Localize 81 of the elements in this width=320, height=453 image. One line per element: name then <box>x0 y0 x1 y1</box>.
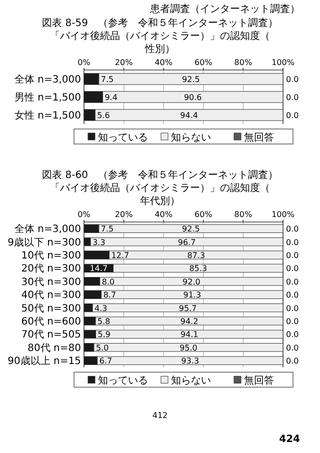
y-tick-label: 男性 n=1,500 <box>14 92 81 104</box>
y-tick-label: 9歳以下 n=300 <box>8 236 81 248</box>
data-label: 95.7 <box>178 304 197 313</box>
y-tick-label: 40代 n=300 <box>21 290 81 302</box>
x-tick-label: 80% <box>234 58 252 67</box>
legend-label: 知らない <box>171 132 211 144</box>
y-tick-label: 全体 n=3,000 <box>14 223 81 236</box>
data-label: 3.3 <box>92 238 106 247</box>
data-label: 0.0 <box>286 277 299 286</box>
y-tick-label: 10代 n=300 <box>21 250 81 262</box>
data-label: 5.6 <box>97 111 110 120</box>
y-tick-label: 50代 n=300 <box>21 303 81 314</box>
data-label: 9.4 <box>104 93 118 102</box>
legend-label: 知らない <box>171 374 211 387</box>
x-tick-label: 80% <box>234 210 252 219</box>
y-tick-label: 90歳以上 n=15 <box>8 355 81 368</box>
data-label: 7.5 <box>100 75 114 84</box>
x-tick-label: 60% <box>194 210 213 219</box>
data-label: 0.0 <box>286 75 299 84</box>
x-tick-label: 40% <box>154 210 173 219</box>
legend-label: 無回答 <box>244 374 274 387</box>
x-tick-label: 100% <box>272 58 295 67</box>
data-label: 87.3 <box>187 251 206 260</box>
data-label: 0.0 <box>286 330 299 340</box>
x-tick-label: 60% <box>194 58 213 67</box>
y-tick-label: 70代 n=505 <box>21 330 81 341</box>
legend-label: 知っている <box>98 132 148 144</box>
data-label: 95.0 <box>180 343 198 352</box>
data-label: 0.0 <box>286 238 299 247</box>
chart-title: 図表 8-59 （参考 令和５年インターネット調査） <box>42 17 278 29</box>
text: 424 <box>279 434 300 445</box>
x-tick-label: 100% <box>272 210 295 219</box>
data-label: 0.0 <box>286 356 299 366</box>
data-label: 6.7 <box>99 356 112 366</box>
legend-label: 無回答 <box>244 132 274 144</box>
y-tick-label: 60代 n=600 <box>21 316 81 328</box>
x-tick-label: 20% <box>114 210 134 219</box>
chart-subtitle: 「バイオ後続品（バイオシミラー）」の認知度（年代別） <box>50 182 270 207</box>
data-label: 0.0 <box>286 224 299 234</box>
data-label: 7.5 <box>100 224 114 234</box>
data-label: 0.0 <box>286 304 299 313</box>
x-tick-label: 40% <box>154 58 173 67</box>
data-label: 92.5 <box>182 75 200 84</box>
data-label: 8.7 <box>103 290 116 300</box>
data-label: 0.0 <box>286 317 299 326</box>
data-label: 92.5 <box>182 224 200 234</box>
y-tick-label: 80代 n=80 <box>28 342 81 354</box>
data-label: 14.7 <box>90 264 108 274</box>
legend-label: 知っている <box>98 374 148 387</box>
data-label: 0.0 <box>286 264 299 274</box>
y-tick-label: 30代 n=300 <box>21 276 81 288</box>
data-label: 0.0 <box>286 93 299 102</box>
data-label: 94.4 <box>180 111 198 120</box>
data-label: 91.3 <box>183 290 202 300</box>
text: 412 <box>152 411 168 420</box>
data-label: 5.8 <box>98 317 110 326</box>
y-tick-label: 全体 n=3,000 <box>14 74 81 86</box>
x-tick-label: 20% <box>114 58 134 67</box>
data-label: 0.0 <box>286 111 299 120</box>
data-label: 0.0 <box>286 290 299 300</box>
data-label: 5.0 <box>96 343 109 352</box>
data-label: 92.0 <box>182 277 200 286</box>
y-tick-label: 女性 n=1,500 <box>14 110 81 122</box>
data-label: 0.0 <box>286 343 299 352</box>
data-label: 5.9 <box>98 330 110 340</box>
x-tick-label: 0% <box>78 210 91 219</box>
x-tick-label: 0% <box>78 58 91 67</box>
data-label: 8.0 <box>102 277 115 286</box>
text: 患者調査（インターネット調査） <box>149 3 300 15</box>
chart-title: 図表 8-60 （参考 令和５年インターネット調査） <box>42 169 278 181</box>
data-label: 93.3 <box>181 356 200 366</box>
data-label: 94.1 <box>180 330 198 340</box>
data-label: 90.6 <box>184 93 202 102</box>
data-label: 85.3 <box>189 264 208 274</box>
chart-subtitle: 「バイオ後続品（バイオシミラー）」の認知度（性別） <box>50 30 270 55</box>
y-tick-label: 20代 n=300 <box>21 264 81 275</box>
data-label: 12.7 <box>111 251 130 260</box>
data-label: 94.2 <box>180 317 198 326</box>
data-label: 0.0 <box>286 251 299 260</box>
data-label: 4.3 <box>94 304 108 313</box>
data-label: 96.7 <box>178 238 196 247</box>
